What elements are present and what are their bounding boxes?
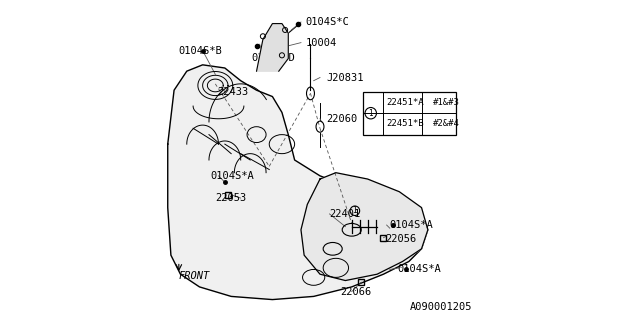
Text: 0104S*A: 0104S*A [390,220,433,230]
Text: FRONT: FRONT [179,271,210,281]
Text: 22053: 22053 [215,193,246,203]
Polygon shape [168,65,428,300]
Text: J20831: J20831 [326,73,364,83]
Text: 22433: 22433 [217,87,248,97]
Bar [363,92,456,135]
Text: A090001205: A090001205 [410,302,472,312]
Text: 0104S*A: 0104S*A [211,171,254,181]
Text: 22401: 22401 [330,209,361,219]
Polygon shape [301,173,428,281]
Text: #1&#3: #1&#3 [433,98,460,107]
Text: 0104S*B: 0104S*B [179,45,223,56]
Polygon shape [257,24,288,71]
Text: 1: 1 [369,109,373,118]
Text: 0104S*C: 0104S*C [306,17,349,27]
Text: #2&#4: #2&#4 [433,119,460,128]
Text: 10004: 10004 [306,38,337,48]
Text: 22060: 22060 [326,114,358,124]
Text: 22056: 22056 [385,234,416,244]
Text: 22066: 22066 [340,287,372,297]
Text: 0104S*A: 0104S*A [397,264,442,275]
Text: 22451*A: 22451*A [387,98,424,107]
Text: 0104S*D: 0104S*D [252,53,296,63]
Text: 22451*B: 22451*B [387,119,424,128]
Text: 1: 1 [353,206,357,215]
